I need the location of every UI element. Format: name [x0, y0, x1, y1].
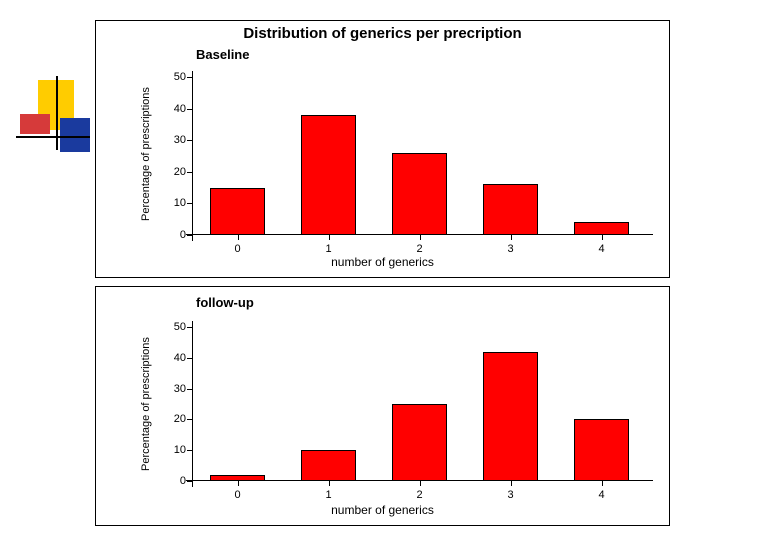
y-tick-label: 0 [164, 229, 186, 241]
x-tick-label: 4 [598, 489, 604, 501]
x-tick-label: 0 [234, 243, 240, 255]
y-axis [192, 71, 193, 241]
y-tick [187, 235, 192, 236]
x-tick-label: 3 [507, 489, 513, 501]
bar [301, 450, 356, 481]
panel-baseline: Distribution of generics per precription… [95, 20, 670, 278]
subtitle-followup: follow-up [196, 295, 254, 310]
xlabel-followup: number of generics [96, 503, 669, 517]
x-tick-label: 3 [507, 243, 513, 255]
y-tick-label: 30 [164, 383, 186, 395]
x-tick-label: 2 [416, 243, 422, 255]
x-tick-label: 0 [234, 489, 240, 501]
subtitle-baseline: Baseline [196, 47, 249, 62]
y-tick [187, 358, 192, 359]
y-tick-label: 50 [164, 321, 186, 333]
y-tick-label: 50 [164, 71, 186, 83]
plot-baseline: 0102030405001234 [192, 77, 647, 235]
chart-container: Distribution of generics per precription… [95, 20, 670, 534]
x-tick [511, 235, 512, 240]
bar [210, 188, 265, 235]
bar [392, 404, 447, 481]
bar [210, 475, 265, 481]
slide-decor [20, 80, 92, 152]
y-tick [187, 109, 192, 110]
y-tick-label: 40 [164, 103, 186, 115]
bar [574, 222, 629, 235]
y-tick [187, 419, 192, 420]
y-tick [187, 203, 192, 204]
bar [574, 419, 629, 481]
y-tick-label: 20 [164, 166, 186, 178]
x-tick-label: 4 [598, 243, 604, 255]
x-tick-label: 1 [325, 489, 331, 501]
decor-blue [60, 118, 90, 152]
y-tick [187, 389, 192, 390]
ylabel-baseline: Percentage of prescriptions [140, 87, 152, 221]
x-tick [602, 235, 603, 240]
decor-red [20, 114, 50, 134]
y-tick-label: 20 [164, 413, 186, 425]
y-axis [192, 321, 193, 487]
plot-followup: 0102030405001234 [192, 327, 647, 481]
x-tick [329, 235, 330, 240]
y-tick [187, 327, 192, 328]
y-tick-label: 10 [164, 197, 186, 209]
x-tick [602, 481, 603, 486]
bar [392, 153, 447, 235]
decor-vline [56, 76, 58, 150]
y-tick [187, 481, 192, 482]
x-tick [420, 481, 421, 486]
x-tick-label: 1 [325, 243, 331, 255]
x-tick [329, 481, 330, 486]
y-tick [187, 77, 192, 78]
y-tick-label: 40 [164, 352, 186, 364]
y-tick [187, 172, 192, 173]
x-tick [420, 235, 421, 240]
y-tick-label: 0 [164, 475, 186, 487]
ylabel-followup: Percentage of prescriptions [140, 337, 152, 471]
y-tick-label: 10 [164, 444, 186, 456]
y-tick [187, 450, 192, 451]
bar [483, 352, 538, 481]
panel-followup: follow-up Percentage of prescriptions 01… [95, 286, 670, 526]
y-tick [187, 140, 192, 141]
y-tick-label: 30 [164, 134, 186, 146]
decor-hline [16, 136, 90, 138]
x-tick-label: 2 [416, 489, 422, 501]
bar [483, 184, 538, 235]
xlabel-baseline: number of generics [96, 255, 669, 269]
x-tick [511, 481, 512, 486]
figure-title: Distribution of generics per precription [96, 25, 669, 42]
bar [301, 115, 356, 235]
x-tick [238, 481, 239, 486]
x-tick [238, 235, 239, 240]
